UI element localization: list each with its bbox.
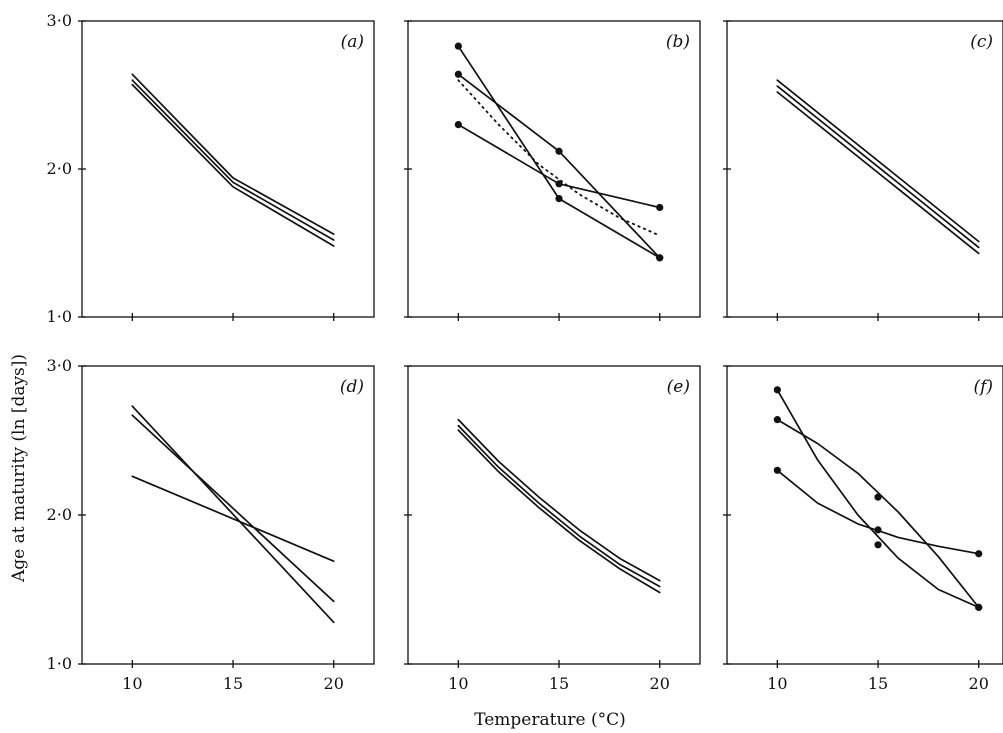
y-tick-label: 3·0: [47, 356, 72, 375]
data-point: [555, 147, 563, 155]
data-point: [454, 42, 462, 50]
panel-label: (d): [340, 377, 364, 397]
x-tick-label: 10: [448, 674, 468, 693]
panel-d: 1·0 2·0 3·0 10 15 20 (d): [47, 356, 375, 693]
data-point: [656, 203, 664, 212]
panel-f: 10 15 20 (f): [723, 365, 1003, 693]
series-line-3: [131, 83, 335, 247]
series-line-2: [776, 85, 980, 249]
series-line-3: [776, 469, 980, 555]
x-tick-label: 15: [223, 674, 243, 693]
y-tick-label: 1·0: [47, 307, 72, 326]
data-point: [454, 70, 462, 78]
y-tick-label: 3·0: [47, 11, 72, 30]
panel-label: (c): [970, 32, 993, 52]
series-line-2: [131, 414, 335, 603]
x-tick-label: 20: [969, 674, 989, 693]
series-line-1: [457, 418, 661, 582]
series-line-2: [131, 79, 335, 241]
panels: 1·0 2·0 3·0 (a) (b) (c) 1·0 2·0 3·0 10 15 20 (d) 10 15…: [47, 11, 1003, 693]
y-tick-label: 2·0: [47, 159, 72, 178]
data-point: [555, 195, 563, 203]
data-point: [773, 466, 781, 474]
x-tick-label: 15: [549, 674, 569, 693]
series-line-1: [131, 405, 335, 624]
series-line-2: [776, 418, 980, 609]
series-line-3: [776, 91, 980, 255]
panel-e: 10 15 20 (e): [404, 365, 701, 693]
series-line-1: [776, 388, 980, 609]
data-point: [773, 416, 781, 424]
panel-label: (a): [341, 32, 364, 52]
x-tick-label: 10: [122, 674, 142, 693]
series-line-2: [457, 73, 661, 259]
data-point: [975, 550, 983, 558]
x-tick-label: 15: [868, 674, 888, 693]
panel-label: (e): [667, 377, 690, 397]
data-point: [555, 180, 563, 188]
data-point: [773, 386, 781, 394]
series-line-1: [776, 79, 980, 243]
series-line-3: [457, 429, 661, 594]
series-line-4: [457, 79, 661, 237]
panel-frame: [726, 20, 1003, 318]
data-point: [656, 254, 664, 262]
series-line-2: [457, 424, 661, 588]
panel-b: (b): [404, 20, 701, 321]
x-tick-label: 10: [767, 674, 787, 693]
x-axis-title: Temperature (°C): [474, 710, 626, 730]
panel-a: 1·0 2·0 3·0 (a): [47, 11, 375, 326]
panel-frame: [726, 365, 1003, 665]
panel-c: (c): [723, 20, 1003, 321]
data-point: [874, 541, 882, 549]
data-point: [975, 603, 983, 611]
data-point: [874, 526, 882, 534]
panel-label: (f): [973, 377, 993, 397]
y-axis-title: Age at maturity (ln [days]): [9, 354, 29, 583]
series-line-1: [131, 73, 335, 235]
y-tick-label: 1·0: [47, 654, 72, 673]
x-tick-label: 20: [324, 674, 344, 693]
data-point: [454, 121, 462, 129]
data-point: [874, 493, 882, 501]
y-tick-label: 2·0: [47, 505, 72, 524]
panel-frame: [81, 20, 375, 318]
series-line-3: [131, 475, 335, 563]
x-tick-label: 20: [650, 674, 670, 693]
panel-frame: [407, 20, 701, 318]
panel-label: (b): [666, 32, 690, 52]
